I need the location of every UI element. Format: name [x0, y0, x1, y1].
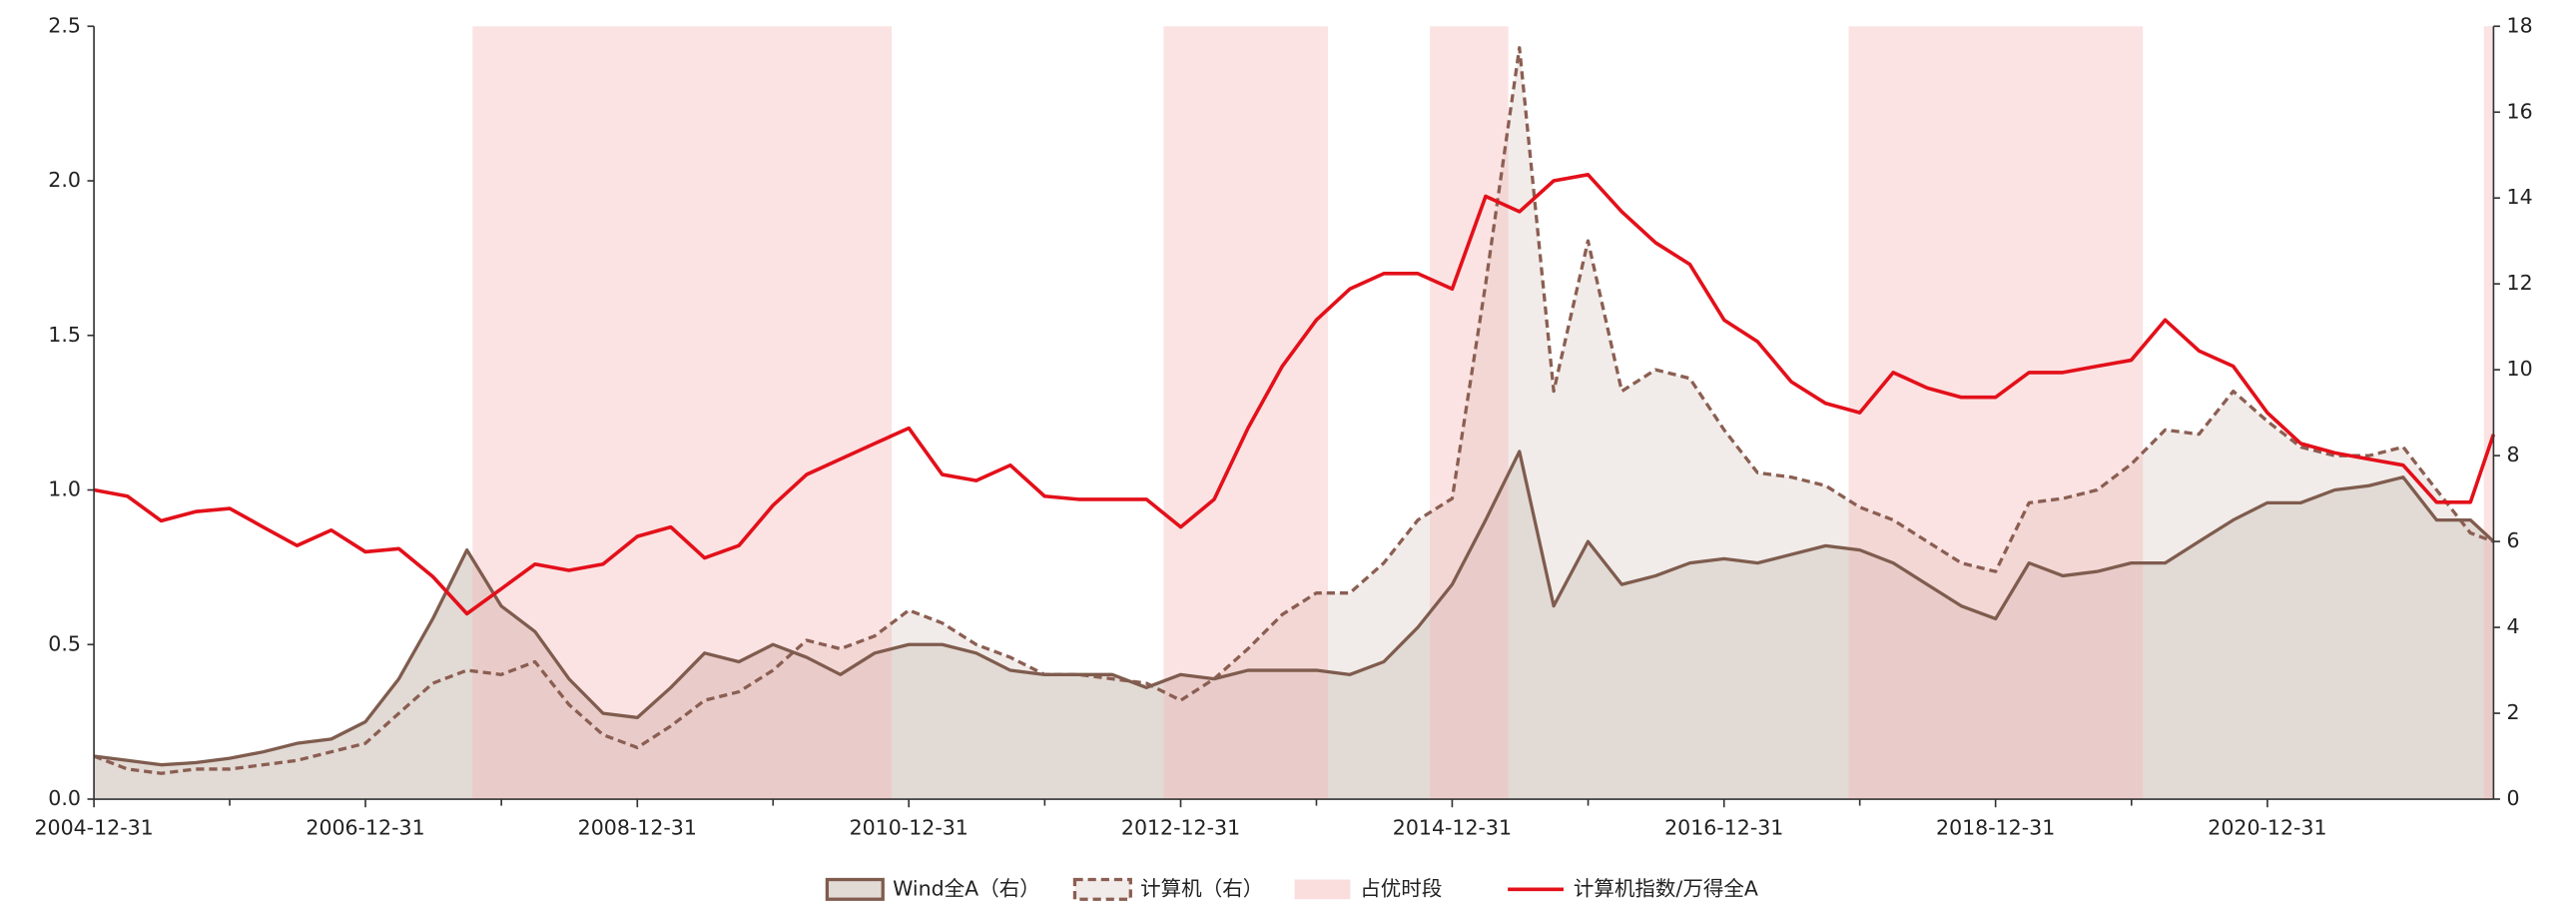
- x-tick-label: 2014-12-31: [1393, 816, 1512, 840]
- y-tick-label: 2.5: [48, 13, 81, 37]
- y2-tick-label: 4: [2507, 614, 2520, 638]
- legend-label: 占优时段: [1360, 876, 1442, 900]
- y2-tick-label: 18: [2507, 13, 2533, 37]
- plot: [93, 26, 2496, 800]
- period-band: [2483, 26, 2494, 800]
- x-tick-label: 2006-12-31: [306, 816, 424, 840]
- x-tick-label: 2008-12-31: [578, 816, 697, 840]
- legend-label: 计算机指数/万得全A: [1574, 876, 1758, 900]
- x-tick-label: 2016-12-31: [1664, 816, 1783, 840]
- y-tick-label: 0.5: [48, 631, 81, 655]
- legend-swatch: [1072, 877, 1132, 901]
- period-band: [1430, 26, 1509, 800]
- y2-tick-label: 16: [2507, 99, 2533, 123]
- area-outline: [93, 46, 2494, 775]
- x-tick-label: 2010-12-31: [850, 816, 968, 840]
- y2-tick-label: 0: [2507, 786, 2520, 810]
- y2-tick-label: 14: [2507, 185, 2533, 209]
- legend-swatch: [825, 877, 885, 901]
- x-tick-label: 2020-12-31: [2208, 816, 2326, 840]
- y-tick-label: 2.0: [48, 168, 81, 192]
- y2-tick-label: 10: [2507, 357, 2533, 381]
- legend-label: 计算机（右）: [1140, 876, 1263, 900]
- period-band: [472, 26, 893, 800]
- x-tick-label: 2012-12-31: [1121, 816, 1240, 840]
- y-tick-label: 1.0: [48, 477, 81, 501]
- legend-label: Wind全A（右）: [893, 876, 1040, 900]
- y-tick-label: 0.0: [48, 786, 81, 810]
- y2-tick-label: 2: [2507, 700, 2520, 724]
- y-tick-label: 1.5: [48, 323, 81, 347]
- area-outline: [93, 450, 2495, 767]
- legend-swatch: [1294, 879, 1351, 900]
- y2-tick-label: 8: [2507, 443, 2520, 466]
- period-band: [1163, 26, 1329, 800]
- y2-tick-label: 6: [2507, 528, 2520, 552]
- line: [93, 172, 2496, 616]
- x-tick-label: 2018-12-31: [1936, 816, 2055, 840]
- area-fill: [94, 451, 2494, 800]
- x-tick-label: 2004-12-31: [34, 816, 153, 840]
- period-band: [1848, 26, 2144, 800]
- y2-tick-label: 12: [2507, 271, 2533, 295]
